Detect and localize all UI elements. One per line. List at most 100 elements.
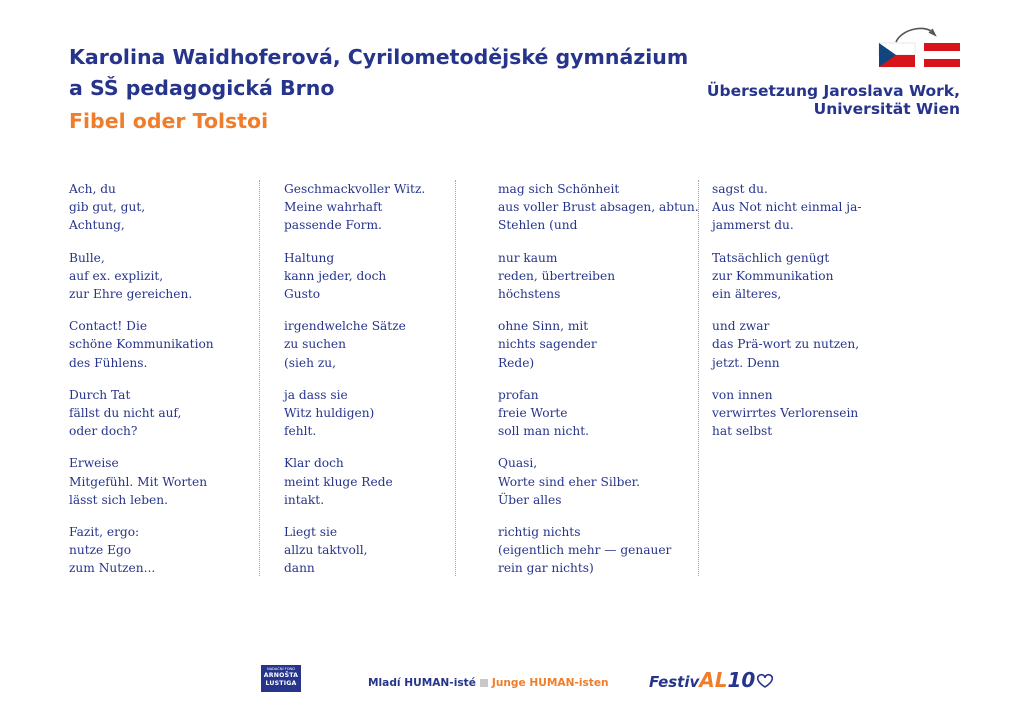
czech-flag [878, 42, 916, 67]
poem-line: hat selbst [712, 424, 773, 439]
poem-line: jetzt. Denn [712, 355, 780, 370]
festival-logo-text: AL [699, 668, 728, 692]
poem-line: Aus Not nicht einmal ja- [712, 200, 862, 215]
poem-line: Bulle, [69, 250, 105, 265]
author-heading: Karolina Waidhoferová, Cyrilometodějské … [69, 42, 709, 104]
poem-line: zur Kommunikation [712, 268, 834, 283]
poem-line: ohne Sinn, mit [498, 319, 589, 334]
fund-logo-small-text: NADAČNÍ FOND [267, 667, 295, 671]
poem-stanza: Tatsächlich genügt zur Kommunikation ein ä… [712, 249, 926, 304]
poem-line: nutze Ego [69, 543, 132, 558]
footer: NADAČNÍ FOND ARNOŠTA LUSTIGA Mladí HUMAN… [0, 660, 1024, 700]
project-label-de: Junge HUMAN-isten [491, 677, 609, 689]
poem-line: zu suchen [284, 337, 346, 352]
poem-line: nur kaum [498, 250, 558, 265]
poem-line: (eigentlich mehr — genauer [498, 543, 672, 558]
poem-line: Haltung [284, 250, 335, 265]
poem-line: zur Ehre gereichen. [69, 287, 193, 302]
poem-stanza: Erweise Mitgefühl. Mit Worten lässt sich l… [69, 454, 283, 509]
poem-line: ein älteres, [712, 287, 782, 302]
festival-logo-text: 10 [727, 668, 756, 692]
poem-stanza: Liegt sie allzu taktvoll, dann [284, 523, 498, 578]
poem-stanza: Geschmackvoller Witz. Meine wahrhaft passe… [284, 180, 498, 235]
poem-line: Liegt sie [284, 525, 338, 540]
poem-line: Fazit, ergo: [69, 525, 140, 540]
poem-line: Geschmackvoller Witz. [284, 182, 426, 196]
poem-line: Witz huldigen) [284, 406, 375, 421]
poem-line: Meine wahrhaft [284, 200, 383, 215]
translator-line: Universität Wien [813, 100, 960, 118]
poem-stanza: nur kaum reden, übertreiben höchstens [498, 249, 712, 304]
poem-line: intakt. [284, 492, 325, 507]
poem-line: Rede) [498, 355, 535, 370]
festival-logo: FestivAL10 [649, 668, 775, 692]
poem-line: fällst du nicht auf, [69, 406, 182, 421]
poem-line: allzu taktvoll, [284, 543, 368, 558]
poem-line: von innen [712, 387, 773, 402]
poem-line: passende Form. [284, 218, 382, 233]
poem-line: oder doch? [69, 424, 138, 439]
column-divider [698, 180, 699, 576]
poem-stanza: irgendwelche Sätze zu suchen (sieh zu, [284, 317, 498, 372]
austria-flag [924, 43, 960, 67]
poem-stanza: Durch Tat fällst du nicht auf, oder doch? [69, 386, 283, 441]
poem-line: freie Worte [498, 406, 568, 421]
poem-line: schöne Kommunikation [69, 337, 214, 352]
poem-stanza: Ach, du gib gut, gut, Achtung, [69, 180, 283, 235]
poem-line: dann [284, 561, 315, 576]
poem-line: kann jeder, doch [284, 268, 387, 283]
translator-line: Übersetzung Jaroslava Work, [706, 82, 960, 100]
poem-line: lässt sich leben. [69, 492, 168, 507]
poem-line: (sieh zu, [284, 355, 336, 370]
project-label-cz: Mladí HUMAN-isté [368, 677, 476, 689]
poem-line: Klar doch [284, 456, 344, 471]
festival-logo-text: Festiv [649, 673, 700, 691]
poem-stanza: Contact! Die schöne Kommunikation des Fühl… [69, 317, 283, 372]
poem-line: ja dass sie [284, 387, 348, 402]
poem-line: Achtung, [69, 218, 125, 233]
poem-stanza: von innen verwirrtes Verlorensein hat selb… [712, 386, 926, 441]
festival-heart-icon [757, 673, 774, 688]
poem-line: Worte sind eher Silber. [498, 474, 641, 489]
poem-line: Tatsächlich genügt [712, 250, 830, 265]
czech-to-austria-flags-icon [878, 27, 960, 67]
poem-line: und zwar [712, 319, 770, 334]
poem-line: irgendwelche Sätze [284, 319, 406, 334]
author-line: a SŠ pedagogická Brno [69, 76, 335, 100]
column-divider [455, 180, 456, 576]
poem-stanza: Bulle, auf ex. explizit, zur Ehre gereiche… [69, 249, 283, 304]
arrow-head [928, 28, 937, 37]
fund-logo-text: LUSTIGA [265, 680, 297, 687]
poem-stanza: Quasi, Worte sind eher Silber. Über alles [498, 454, 712, 509]
poem-stanza: ja dass sie Witz huldigen) fehlt. [284, 386, 498, 441]
arrow-icon [895, 27, 935, 43]
poem-body: Ach, du gib gut, gut, Achtung, Bulle, auf ex… [0, 180, 1024, 580]
poem-line: sagst du. [712, 182, 768, 196]
poem-line: Ach, du [69, 182, 116, 196]
poem-line: meint kluge Rede [284, 474, 393, 489]
poem-column-2: Geschmackvoller Witz. Meine wahrhaft passe… [284, 180, 498, 592]
poem-line: fehlt. [284, 424, 317, 439]
poem-line: nichts sagender [498, 337, 597, 352]
fund-logo-text: ARNOŠTA [263, 672, 299, 679]
poem-column-3: mag sich Schönheit aus voller Brust absag… [498, 180, 712, 592]
poem-line: verwirrtes Verlorensein [712, 406, 859, 421]
poem-line: zum Nutzen... [69, 561, 156, 576]
poem-line: Durch Tat [69, 387, 131, 402]
poem-stanza: und zwar das Prä-wort zu nutzen, jetzt. De… [712, 317, 926, 372]
separator-square-icon [479, 678, 488, 687]
poem-line: mag sich Schönheit [498, 182, 620, 196]
project-label: Mladí HUMAN-isté Junge HUMAN-isten [368, 677, 609, 689]
poem-line: reden, übertreiben [498, 268, 616, 283]
poem-stanza: Klar doch meint kluge Rede intakt. [284, 454, 498, 509]
poem-line: aus voller Brust absagen, abtun. [498, 200, 699, 215]
poem-line: richtig nichts [498, 525, 581, 540]
poem-stanza: sagst du. Aus Not nicht einmal ja-jammers… [712, 180, 926, 235]
poem-line: jammerst du. [712, 218, 794, 233]
poem-column-1: Ach, du gib gut, gut, Achtung, Bulle, auf ex… [69, 180, 283, 592]
author-line: Karolina Waidhoferová, Cyrilometodějské … [69, 45, 689, 69]
poem-stanza: profan freie Worte soll man nicht. [498, 386, 712, 441]
poem-line: Mitgefühl. Mit Worten [69, 474, 208, 489]
poem-line: Gusto [284, 287, 321, 302]
poem-column-4: sagst du. Aus Not nicht einmal ja-jammers… [712, 180, 926, 454]
